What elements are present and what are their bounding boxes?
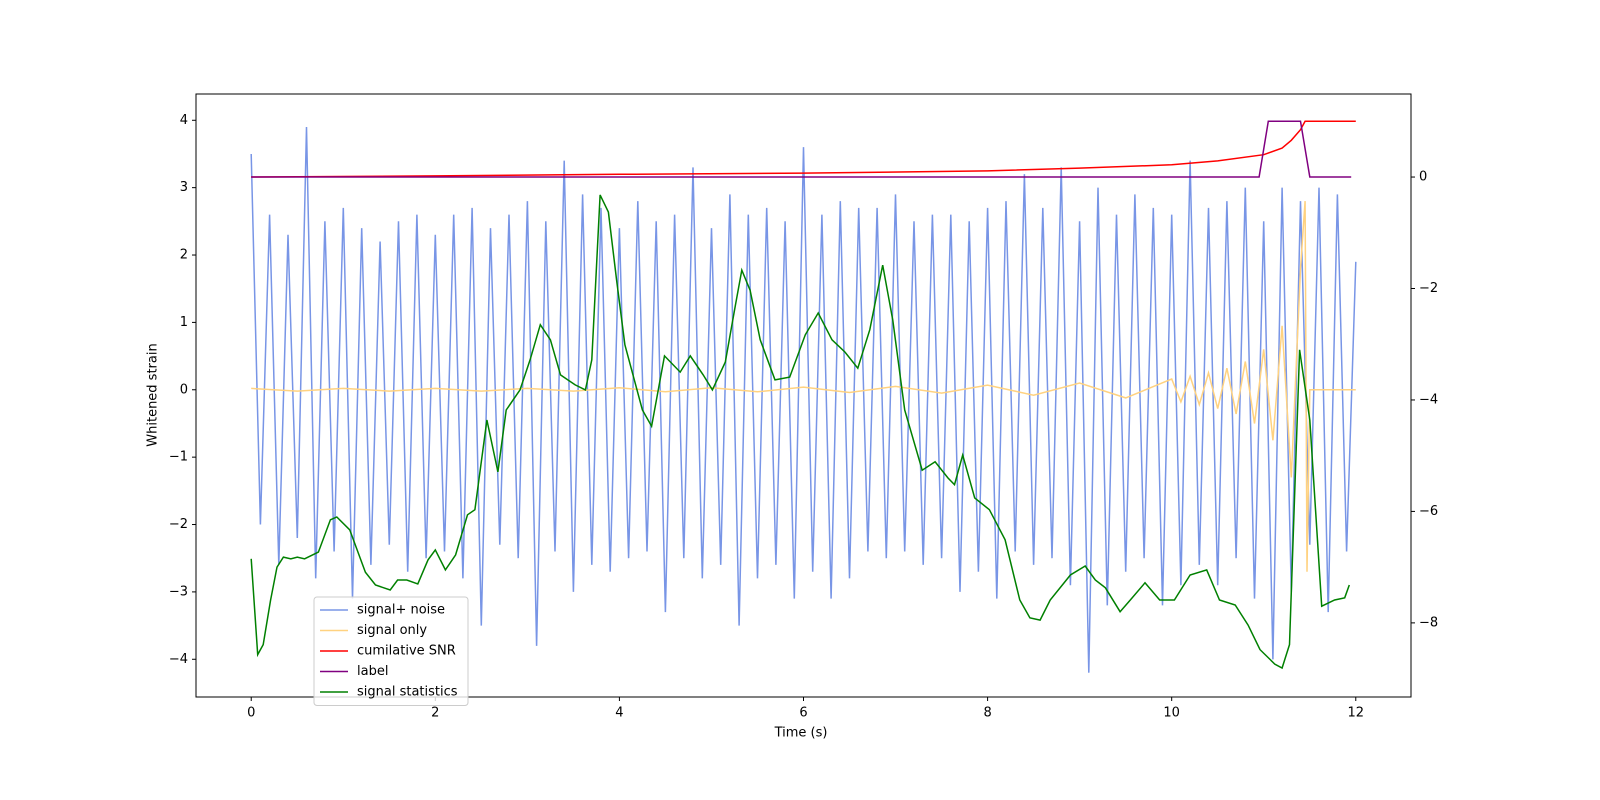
x-tick-label: 2 — [431, 706, 439, 721]
series-line — [250, 126, 1357, 673]
y-tick-label: −3 — [169, 584, 188, 599]
y-tick-label: 3 — [180, 180, 188, 195]
y2-tick-label: −6 — [1419, 504, 1438, 519]
legend-label: signal+ noise — [357, 603, 445, 618]
x-tick-label: 8 — [983, 706, 991, 721]
series-line — [251, 120, 1356, 178]
y-tick-label: 2 — [180, 248, 188, 263]
y2-tick-label: 0 — [1419, 170, 1427, 185]
plot-frame — [195, 93, 1412, 698]
y-tick-label: −1 — [169, 450, 188, 465]
series-line — [251, 120, 1352, 178]
legend-label: signal statistics — [357, 685, 458, 700]
y2-tick-label: −8 — [1419, 615, 1438, 630]
x-tick-label: 12 — [1347, 706, 1364, 721]
x-axis-label: Time (s) — [774, 726, 828, 741]
x-tick-label: 4 — [615, 706, 623, 721]
y-axis-label: Whitened strain — [146, 343, 161, 446]
x-tick-label: 10 — [1163, 706, 1180, 721]
x-tick-label: 6 — [799, 706, 807, 721]
legend-label: signal only — [357, 623, 427, 638]
legend-label: cumilative SNR — [357, 644, 456, 659]
legend-label: label — [357, 664, 388, 679]
series-line — [250, 194, 1351, 670]
y2-tick-label: −2 — [1419, 281, 1438, 296]
series-line — [251, 201, 1356, 572]
y-tick-label: −4 — [169, 652, 188, 667]
y-tick-label: −2 — [169, 517, 188, 532]
y-tick-label: 4 — [180, 113, 188, 128]
legend-box — [313, 596, 469, 706]
y-tick-label: 0 — [180, 382, 188, 397]
x-tick-label: 0 — [247, 706, 255, 721]
y2-tick-label: −4 — [1419, 392, 1438, 407]
y-tick-label: 1 — [180, 315, 188, 330]
